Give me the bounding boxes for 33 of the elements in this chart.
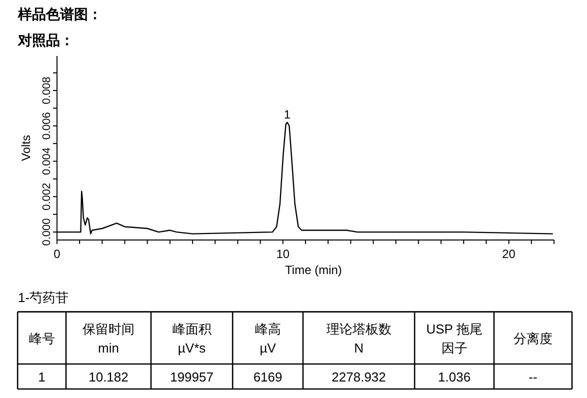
chart-title: 样品色谱图： (17, 6, 102, 22)
annotation: 1 (284, 107, 291, 122)
x-tick-label: 10 (276, 247, 290, 261)
text: 因子 (441, 340, 468, 356)
text: 2278.932 (332, 370, 386, 384)
text: 6169 (253, 370, 282, 384)
text: 1.036 (438, 370, 471, 384)
y-tick-label: 0.000 (41, 218, 53, 246)
chart-subtitle: 对照品： (17, 32, 74, 48)
x-axis-title: Time (min) (285, 263, 342, 277)
text: 10.182 (88, 370, 128, 384)
text: 理论塔板数 (326, 321, 392, 336)
text: 1-芍药苷 (18, 290, 69, 305)
text: min (98, 340, 119, 356)
y-tick-label: 0.006 (41, 112, 53, 140)
text: 峰高 (254, 321, 281, 336)
text: 峰面积 (172, 321, 212, 336)
text: 保留时间 (82, 321, 134, 336)
y-axis-title: Volts (19, 134, 33, 162)
text: 1 (38, 370, 46, 384)
text: µV*s (178, 340, 206, 356)
text: µV (260, 340, 276, 356)
text: N (354, 340, 364, 356)
text: 峰号 (28, 330, 55, 346)
y-tick-label: 0.004 (41, 148, 53, 176)
y-tick-label: 0.002 (41, 182, 53, 210)
text: 分离度 (514, 330, 552, 346)
y-tick-label: 0.008 (41, 76, 53, 104)
text: USP 拖尾 (426, 321, 482, 336)
x-tick-label: 0 (54, 247, 61, 261)
text: 199957 (170, 370, 214, 384)
text: -- (528, 370, 538, 384)
x-tick-label: 20 (502, 247, 516, 261)
